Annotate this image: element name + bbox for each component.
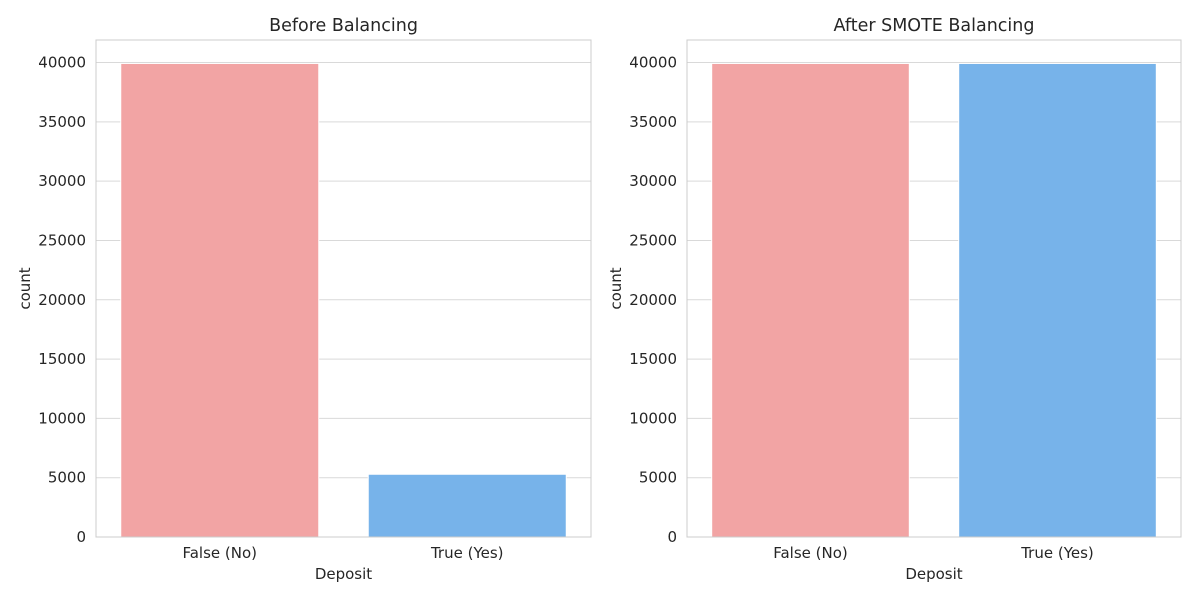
x-tick-label: True (Yes)	[1020, 544, 1094, 562]
y-tick-label: 15000	[629, 350, 677, 368]
y-tick-label: 40000	[629, 54, 677, 72]
plot-frame	[686, 39, 1182, 538]
y-axis-label: count	[607, 267, 625, 309]
bar-1	[711, 62, 910, 538]
plot-frame	[95, 39, 592, 538]
x-axis-label: Deposit	[315, 565, 372, 583]
chart-title: After SMOTE Balancing	[834, 16, 1035, 36]
y-tick-label: 5000	[639, 469, 677, 487]
y-tick-label: 25000	[629, 231, 677, 249]
y-tick-label: 10000	[629, 409, 677, 427]
y-tick-label: 5000	[48, 469, 86, 487]
x-axis-label: Deposit	[905, 565, 962, 583]
y-axis-label: count	[16, 267, 34, 309]
bar-2	[367, 473, 567, 538]
y-tick-label: 0	[667, 528, 677, 546]
chart-title: Before Balancing	[269, 16, 418, 36]
chart-panel-2: 0 5000 10000 15000 20000 25000 30000 35000 40000…	[607, 16, 1182, 583]
y-tick-label: 25000	[38, 231, 86, 249]
y-tick-label: 30000	[38, 172, 86, 190]
bar-2	[958, 62, 1157, 538]
x-tick-label: False (No)	[773, 544, 848, 562]
y-tick-label: 0	[76, 528, 86, 546]
x-tick-label: False (No)	[182, 544, 257, 562]
y-tick-label: 20000	[629, 291, 677, 309]
y-tick-label: 35000	[38, 113, 86, 131]
x-tick-label: True (Yes)	[430, 544, 504, 562]
y-tick-label: 30000	[629, 172, 677, 190]
chart-panel-1: 0 5000 10000 15000 20000 25000 30000 35000 40000…	[16, 16, 592, 583]
y-tick-label: 10000	[38, 409, 86, 427]
y-tick-label: 20000	[38, 291, 86, 309]
bar-1	[120, 62, 320, 538]
y-tick-label: 40000	[38, 54, 86, 72]
y-tick-label: 35000	[629, 113, 677, 131]
y-tick-label: 15000	[38, 350, 86, 368]
